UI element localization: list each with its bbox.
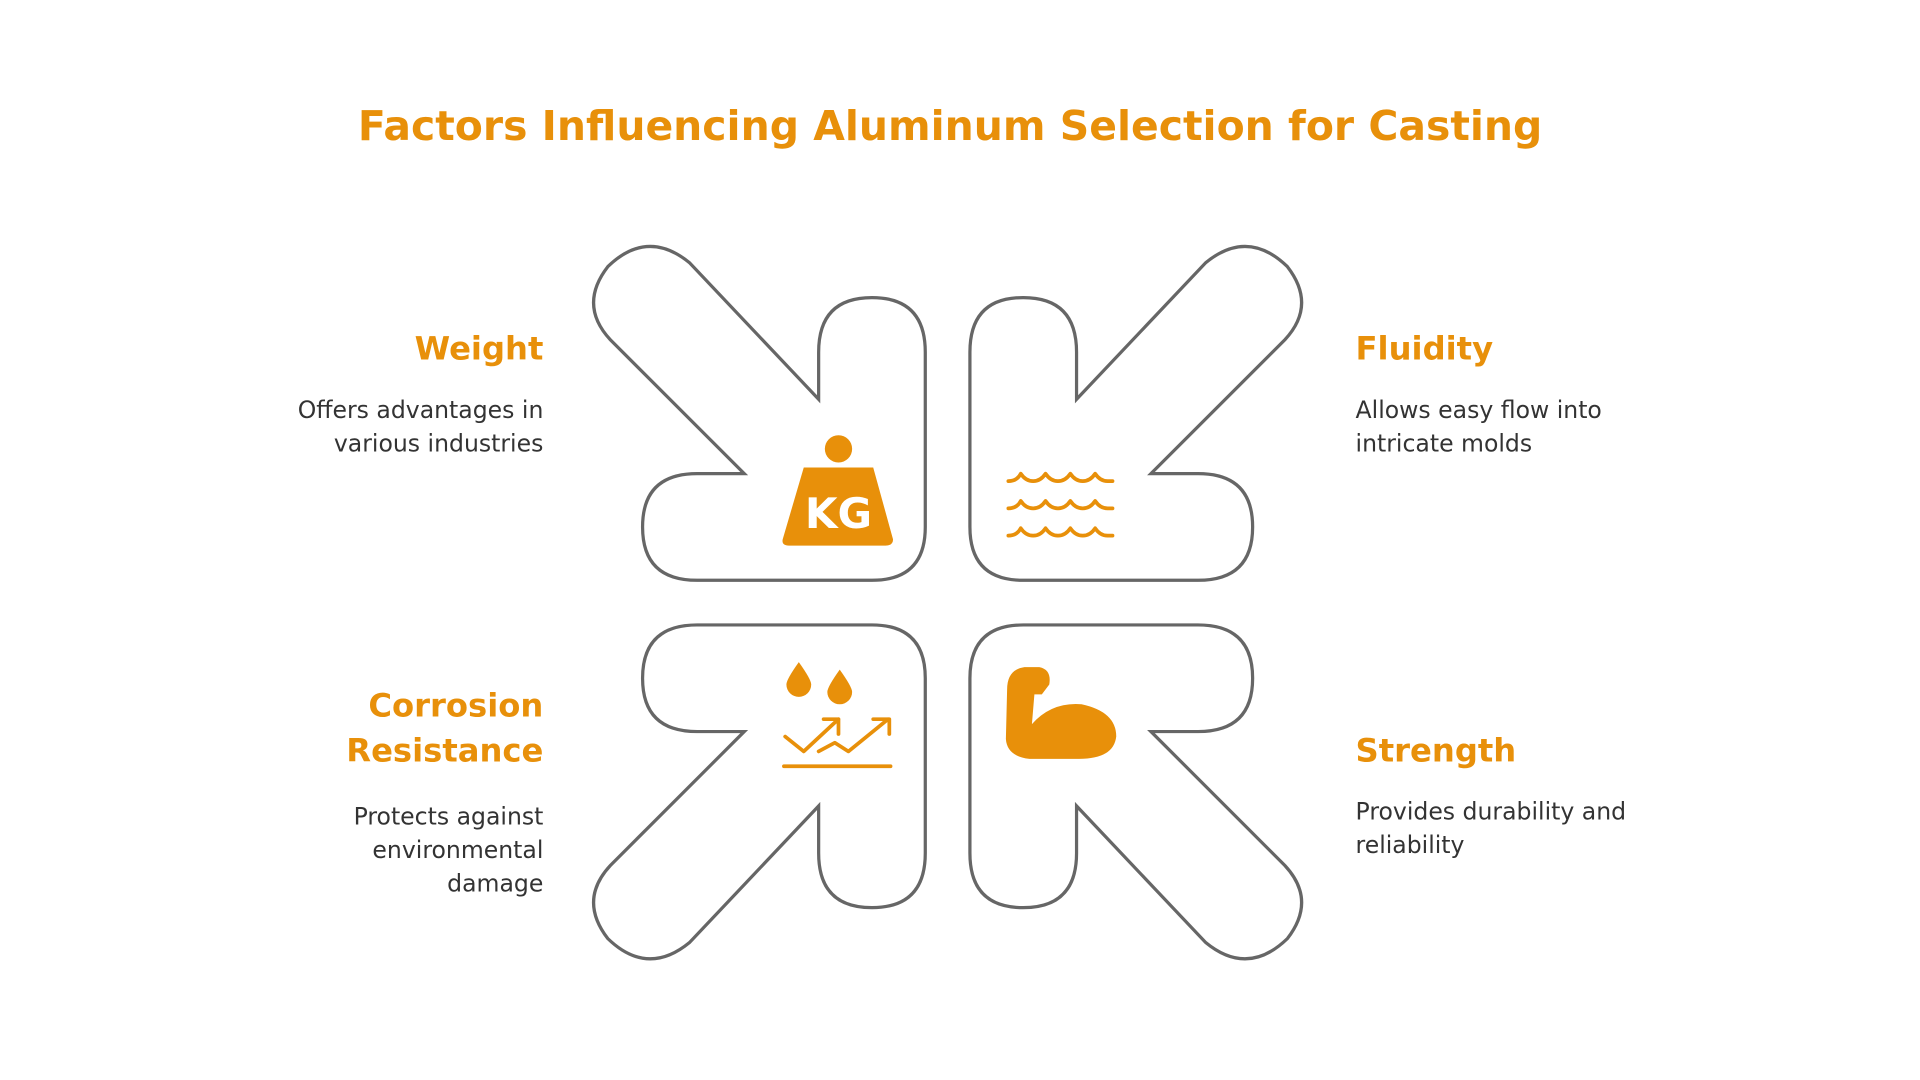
kg-weight-icon: KG [782, 435, 894, 546]
factor-title-corrosion-line2: Resistance [346, 731, 543, 769]
factor-desc-corrosion-line1: Protects against [354, 803, 544, 831]
factor-desc-strength-line2: reliability [1356, 831, 1465, 859]
drops-trend-icon [782, 662, 893, 769]
page-title: Factors Influencing Aluminum Selection f… [358, 102, 1542, 150]
factor-desc-weight-line2: various industries [334, 429, 543, 457]
factor-desc-corrosion-line2: environmental [372, 836, 543, 864]
factor-title-weight: Weight [415, 330, 544, 368]
factor-title-corrosion-line1: Corrosion [368, 687, 543, 725]
factor-title-strength: Strength [1356, 731, 1517, 769]
factor-desc-corrosion-line3: damage [447, 870, 543, 898]
factor-desc-fluidity-line1: Allows easy flow into [1356, 396, 1602, 424]
factor-title-fluidity: Fluidity [1356, 330, 1494, 368]
factor-desc-strength-line1: Provides durability and [1356, 798, 1627, 826]
factor-desc-fluidity-line2: intricate molds [1356, 429, 1533, 457]
arrow-shape-corrosion [591, 623, 927, 961]
flexed-arm-icon [1005, 667, 1117, 759]
factor-desc-weight-line1: Offers advantages in [298, 396, 544, 424]
water-waves-icon [1006, 471, 1115, 538]
kg-label: KG [805, 489, 872, 538]
